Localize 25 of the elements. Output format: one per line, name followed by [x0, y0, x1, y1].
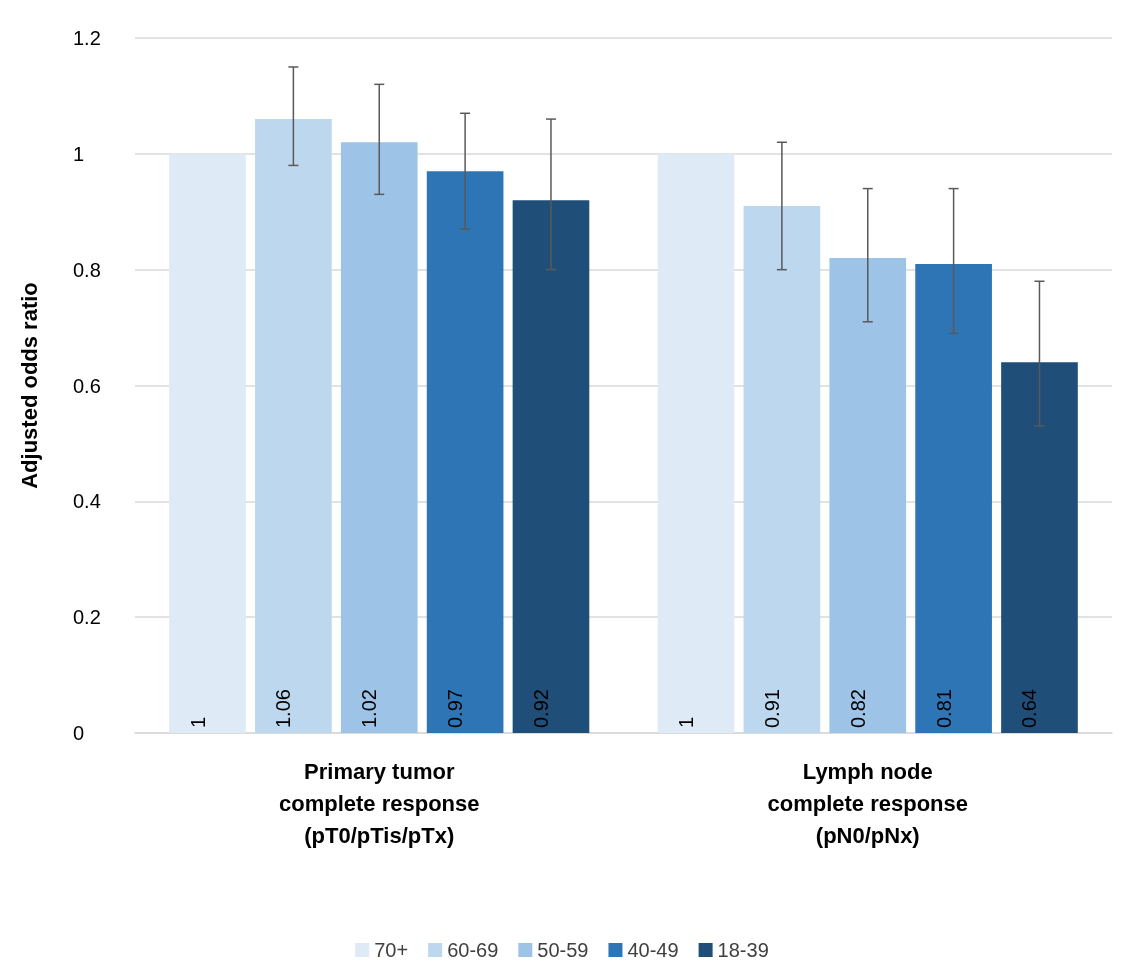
legend-label: 50-59 — [537, 939, 589, 961]
y-tick-label: 0.6 — [73, 374, 101, 397]
data-label: 0.97 — [444, 689, 467, 728]
y-tick-label: 0.8 — [73, 258, 101, 281]
data-label: 1.02 — [358, 689, 381, 728]
y-tick-label: 1 — [73, 142, 85, 165]
y-axis-title: Adjusted odds ratio — [16, 282, 42, 489]
legend-label: 60-69 — [447, 939, 499, 961]
data-label: 0.81 — [932, 689, 955, 728]
data-label: 0.92 — [529, 689, 552, 728]
data-label: 1.06 — [272, 689, 295, 728]
data-label: 0.91 — [760, 689, 783, 728]
data-label: 1 — [186, 716, 209, 728]
y-tick-label: 0.2 — [73, 606, 101, 629]
data-label: 1 — [675, 716, 698, 728]
legend-label: 40-49 — [627, 939, 679, 961]
data-label: 0.64 — [1018, 689, 1041, 728]
y-tick-label: 0 — [73, 722, 85, 744]
x-tick-label: Lymph node complete response (pN0/pNx) — [767, 758, 969, 848]
y-tick-label: 0.4 — [73, 490, 101, 513]
data-label: 0.82 — [846, 689, 869, 728]
legend-label: 70+ — [374, 939, 409, 961]
y-tick-label: 1.2 — [73, 27, 101, 49]
x-tick-label: Primary tumor complete response (pT0/pTis/pTx) — [278, 758, 480, 848]
legend-label: 18-39 — [717, 939, 769, 961]
